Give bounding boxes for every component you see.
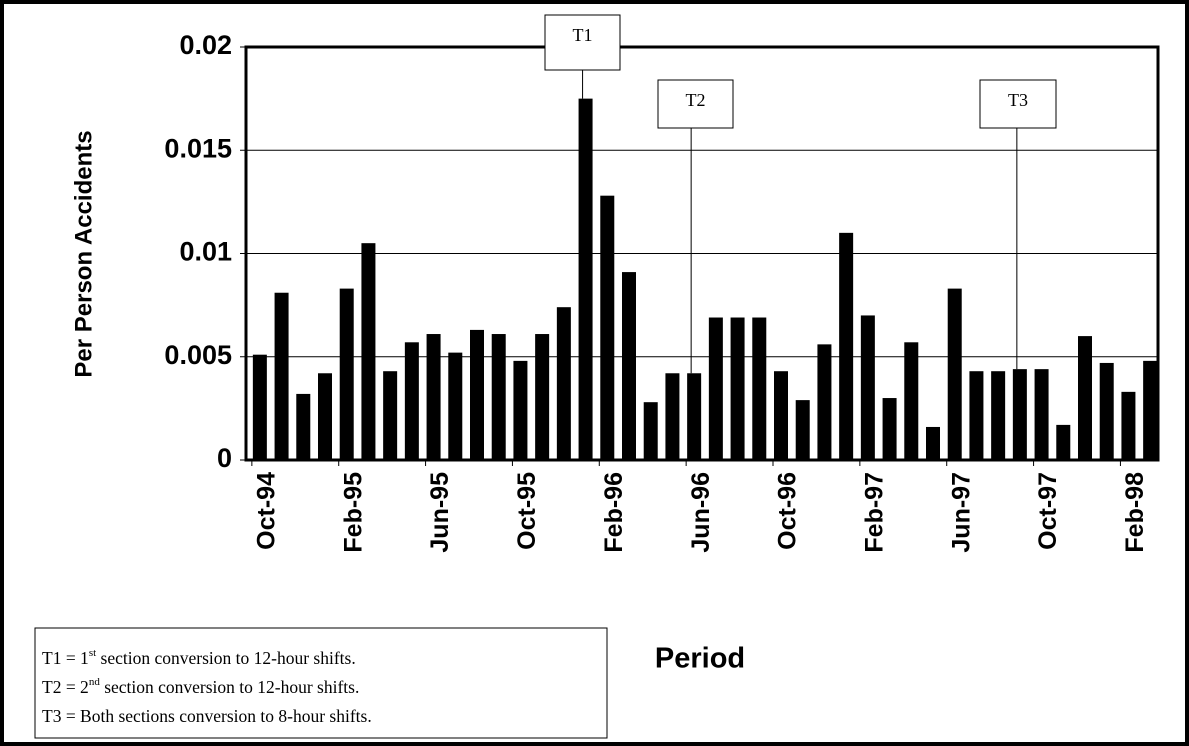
bar [318,373,332,460]
x-axis-title: Period [655,643,745,675]
note-sup: nd [89,676,101,688]
bar [730,317,745,460]
annotation-label: T1 [573,25,593,45]
bar [1012,369,1027,460]
bar [991,371,1006,460]
bar [448,352,463,460]
bar [1056,424,1071,460]
annotation-label: T2 [686,90,706,110]
bar [274,292,289,460]
bar [1143,360,1158,460]
bar [969,371,984,460]
bar [252,354,267,460]
bar [904,342,919,460]
note-prefix: T3 = Both sections conversion to 8-hour … [42,706,372,726]
x-tick-label: Jun-97 [947,472,975,553]
note-text: section conversion to 12-hour shifts. [100,677,360,697]
y-axis-title: Per Person Accidents [70,130,97,377]
bar [404,342,419,460]
bar [752,317,767,460]
bar [513,360,528,460]
annotation-box [544,14,621,71]
bar [795,400,810,460]
bar [296,393,311,460]
bar [839,232,854,460]
bar [882,398,897,460]
x-tick-label: Feb-97 [860,472,888,553]
note-prefix: T1 = 1 [42,648,89,668]
y-tick-label: 0.005 [164,340,232,370]
bar [622,272,636,460]
bar [1099,362,1114,460]
bar [339,288,354,460]
note: T2 = 2nd section conversion to 12-hour s… [42,676,359,697]
bar [535,334,550,460]
bar [578,98,593,460]
bar [1078,336,1092,460]
y-tick-label: 0.01 [179,237,232,267]
annotation-label: T3 [1008,90,1028,110]
bar [708,317,723,460]
x-tick-label: Jun-96 [687,472,715,553]
x-tick-label: Feb-96 [600,472,628,553]
bar [361,243,376,460]
bar [947,288,962,460]
x-tick-label: Oct-95 [513,472,541,550]
bar [426,334,441,460]
y-tick-label: 0 [217,443,232,473]
y-tick-label: 0.02 [179,30,232,60]
bar [1034,369,1049,460]
x-tick-label: Oct-94 [252,472,280,550]
bar [817,344,832,460]
bar [600,195,615,460]
x-tick-label: Jun-95 [426,472,454,553]
x-tick-label: Feb-98 [1121,472,1149,553]
notes-box [34,627,608,739]
note-text: section conversion to 12-hour shifts. [96,648,356,668]
bar [383,371,398,460]
bar [491,334,506,460]
x-tick-label: Oct-96 [774,472,802,550]
bar [643,402,658,460]
note-prefix: T2 = 2 [42,677,89,697]
annotation-box [979,79,1057,129]
bar [687,373,702,460]
note: T1 = 1st section conversion to 12-hour s… [42,647,356,668]
annotation-box [657,79,734,129]
bar [470,329,484,460]
y-tick-label: 0.015 [164,133,232,163]
bar [1121,391,1136,460]
bar [556,307,571,460]
plot-border [244,45,1160,462]
x-tick-label: Feb-95 [339,472,367,553]
note: T3 = Both sections conversion to 8-hour … [42,706,372,726]
bar [665,373,680,460]
bar [774,371,788,460]
x-tick-label: Oct-97 [1034,472,1062,550]
note-sup: st [89,647,96,659]
bar [860,315,875,460]
bar [926,426,940,460]
